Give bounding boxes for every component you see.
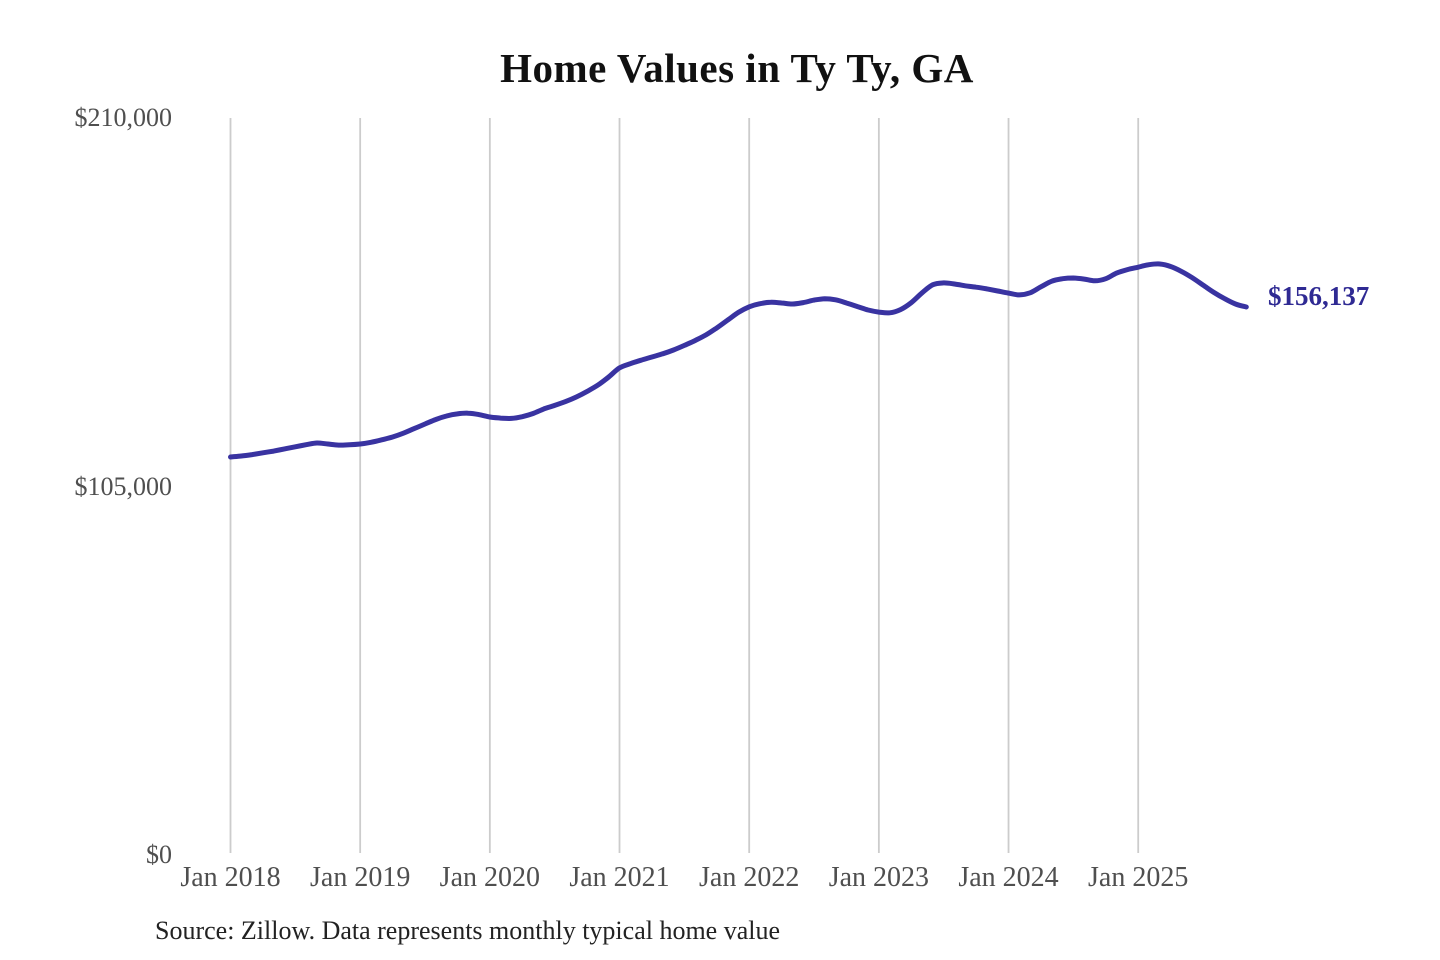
end-value-label: $156,137 [1268, 281, 1370, 311]
y-axis-tick-label: $0 [146, 840, 172, 869]
x-axis-tick-label: Jan 2025 [1088, 862, 1189, 893]
x-axis-tick-label: Jan 2022 [699, 862, 800, 893]
y-axis-tick-label: $105,000 [74, 471, 173, 501]
x-axis-tick-label: Jan 2019 [310, 862, 411, 893]
x-axis-tick-label: Jan 2024 [958, 862, 1059, 893]
y-axis-tick-label: $210,000 [74, 103, 173, 132]
x-axis-tick-label: Jan 2018 [180, 862, 281, 893]
source-note: Source: Zillow. Data represents monthly … [155, 916, 781, 945]
x-axis-tick-label: Jan 2021 [569, 862, 670, 893]
x-axis-tick-label: Jan 2020 [439, 862, 540, 893]
series-path [228, 261, 1249, 460]
chart-title: Home Values in Ty Ty, GA [500, 45, 974, 91]
x-axis-tick-label: Jan 2023 [828, 862, 930, 893]
